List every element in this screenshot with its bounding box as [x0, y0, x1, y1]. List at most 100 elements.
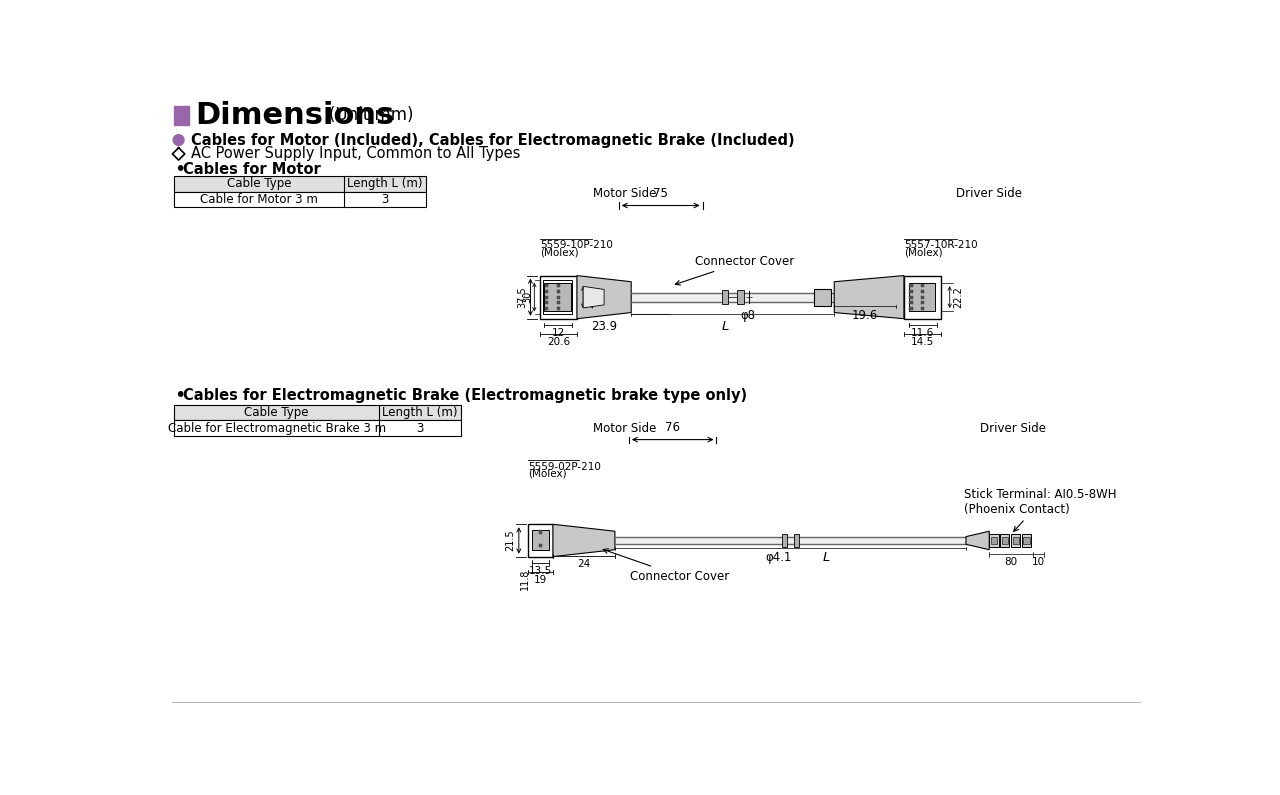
- Bar: [1021, 534, 1032, 547]
- Bar: [529, 524, 553, 556]
- Text: 5559-02P-210: 5559-02P-210: [529, 462, 602, 472]
- Bar: [557, 296, 559, 299]
- Text: Cable for Motor 3 m: Cable for Motor 3 m: [200, 193, 319, 206]
- Bar: [174, 405, 461, 421]
- Text: 30: 30: [522, 291, 532, 303]
- Text: Stick Terminal: AI0.5-8WH
(Phoenix Contact): Stick Terminal: AI0.5-8WH (Phoenix Conta…: [964, 488, 1117, 531]
- Bar: [543, 280, 572, 315]
- Circle shape: [173, 134, 184, 145]
- Bar: [174, 192, 426, 207]
- Text: 22.2: 22.2: [952, 286, 963, 308]
- Text: Cable Type: Cable Type: [227, 177, 292, 191]
- Bar: [1000, 534, 1010, 547]
- Text: Length L (m): Length L (m): [347, 177, 422, 191]
- Bar: [922, 284, 924, 287]
- Text: 24.3: 24.3: [585, 286, 595, 308]
- Text: Cables for Motor (Included), Cables for Electromagnetic Brake (Included): Cables for Motor (Included), Cables for …: [191, 133, 795, 148]
- Text: AC Power Supply Input, Common to All Types: AC Power Supply Input, Common to All Typ…: [191, 146, 521, 161]
- Text: 37.5: 37.5: [517, 286, 527, 308]
- Bar: [544, 283, 571, 311]
- Bar: [545, 307, 548, 310]
- Text: 5557-10R-210: 5557-10R-210: [904, 240, 978, 250]
- Bar: [532, 530, 549, 550]
- Text: 75: 75: [653, 187, 668, 200]
- Bar: [737, 290, 744, 304]
- Text: (Molex): (Molex): [540, 247, 579, 257]
- Bar: [909, 296, 913, 299]
- Bar: [539, 530, 541, 533]
- Text: Motor Side: Motor Side: [594, 421, 657, 435]
- Text: 20.6: 20.6: [547, 337, 570, 347]
- Text: φ4.1: φ4.1: [765, 551, 792, 564]
- Text: 19.6: 19.6: [852, 309, 878, 323]
- Bar: [909, 290, 913, 293]
- Text: Cables for Motor: Cables for Motor: [183, 162, 321, 176]
- Bar: [722, 290, 728, 304]
- Bar: [782, 534, 787, 547]
- Text: Driver Side: Driver Side: [979, 421, 1046, 435]
- Bar: [1011, 534, 1020, 547]
- Bar: [989, 534, 998, 547]
- Bar: [1012, 537, 1019, 545]
- Bar: [174, 107, 189, 125]
- Text: 13.5: 13.5: [529, 566, 552, 576]
- Bar: [922, 307, 924, 310]
- Text: 19: 19: [534, 575, 547, 585]
- Text: (Molex): (Molex): [904, 247, 942, 257]
- Text: Cable Type: Cable Type: [244, 406, 308, 419]
- Bar: [991, 537, 997, 545]
- Text: Length L (m): Length L (m): [383, 406, 458, 419]
- Text: Driver Side: Driver Side: [956, 188, 1023, 200]
- Text: 80: 80: [1005, 557, 1018, 568]
- Text: (Molex): (Molex): [529, 469, 567, 479]
- Bar: [909, 284, 913, 287]
- Bar: [909, 307, 913, 310]
- Bar: [545, 284, 548, 287]
- Bar: [1002, 537, 1007, 545]
- Polygon shape: [553, 524, 614, 556]
- Text: Cable for Electromagnetic Brake 3 m: Cable for Electromagnetic Brake 3 m: [168, 421, 385, 435]
- Text: 11.6: 11.6: [911, 328, 934, 338]
- Bar: [814, 289, 831, 305]
- Bar: [174, 421, 461, 436]
- Bar: [922, 301, 924, 304]
- Text: 3: 3: [381, 193, 389, 206]
- Bar: [904, 276, 941, 319]
- Text: 76: 76: [666, 421, 680, 434]
- Bar: [540, 276, 577, 319]
- Text: Motor Side: Motor Side: [594, 188, 657, 200]
- Bar: [174, 176, 426, 192]
- Text: φ8: φ8: [740, 309, 755, 323]
- Bar: [1023, 537, 1029, 545]
- Text: Dimensions: Dimensions: [196, 101, 396, 130]
- Text: 10: 10: [1032, 557, 1044, 568]
- Bar: [545, 290, 548, 293]
- Text: 11.8: 11.8: [520, 569, 530, 591]
- Bar: [922, 296, 924, 299]
- Bar: [909, 301, 913, 304]
- Text: •: •: [174, 386, 186, 405]
- Polygon shape: [584, 286, 604, 308]
- Text: (Unit mm): (Unit mm): [329, 107, 413, 125]
- Bar: [557, 307, 559, 310]
- Bar: [909, 283, 934, 311]
- Polygon shape: [835, 276, 904, 319]
- Text: Connector Cover: Connector Cover: [603, 549, 730, 583]
- Text: Cables for Electromagnetic Brake (Electromagnetic brake type only): Cables for Electromagnetic Brake (Electr…: [183, 388, 748, 403]
- Bar: [557, 284, 559, 287]
- Bar: [557, 301, 559, 304]
- Text: 21.5: 21.5: [506, 529, 516, 551]
- Text: 24: 24: [577, 559, 590, 569]
- Text: 12: 12: [552, 328, 564, 338]
- Text: •: •: [174, 160, 186, 179]
- Bar: [557, 290, 559, 293]
- Text: L: L: [722, 320, 730, 333]
- Text: 5559-10P-210: 5559-10P-210: [540, 240, 613, 250]
- Polygon shape: [577, 276, 631, 319]
- Bar: [539, 545, 541, 548]
- Text: L: L: [823, 551, 831, 564]
- Bar: [922, 290, 924, 293]
- Polygon shape: [966, 531, 989, 549]
- Text: 14.5: 14.5: [911, 337, 934, 347]
- Bar: [545, 296, 548, 299]
